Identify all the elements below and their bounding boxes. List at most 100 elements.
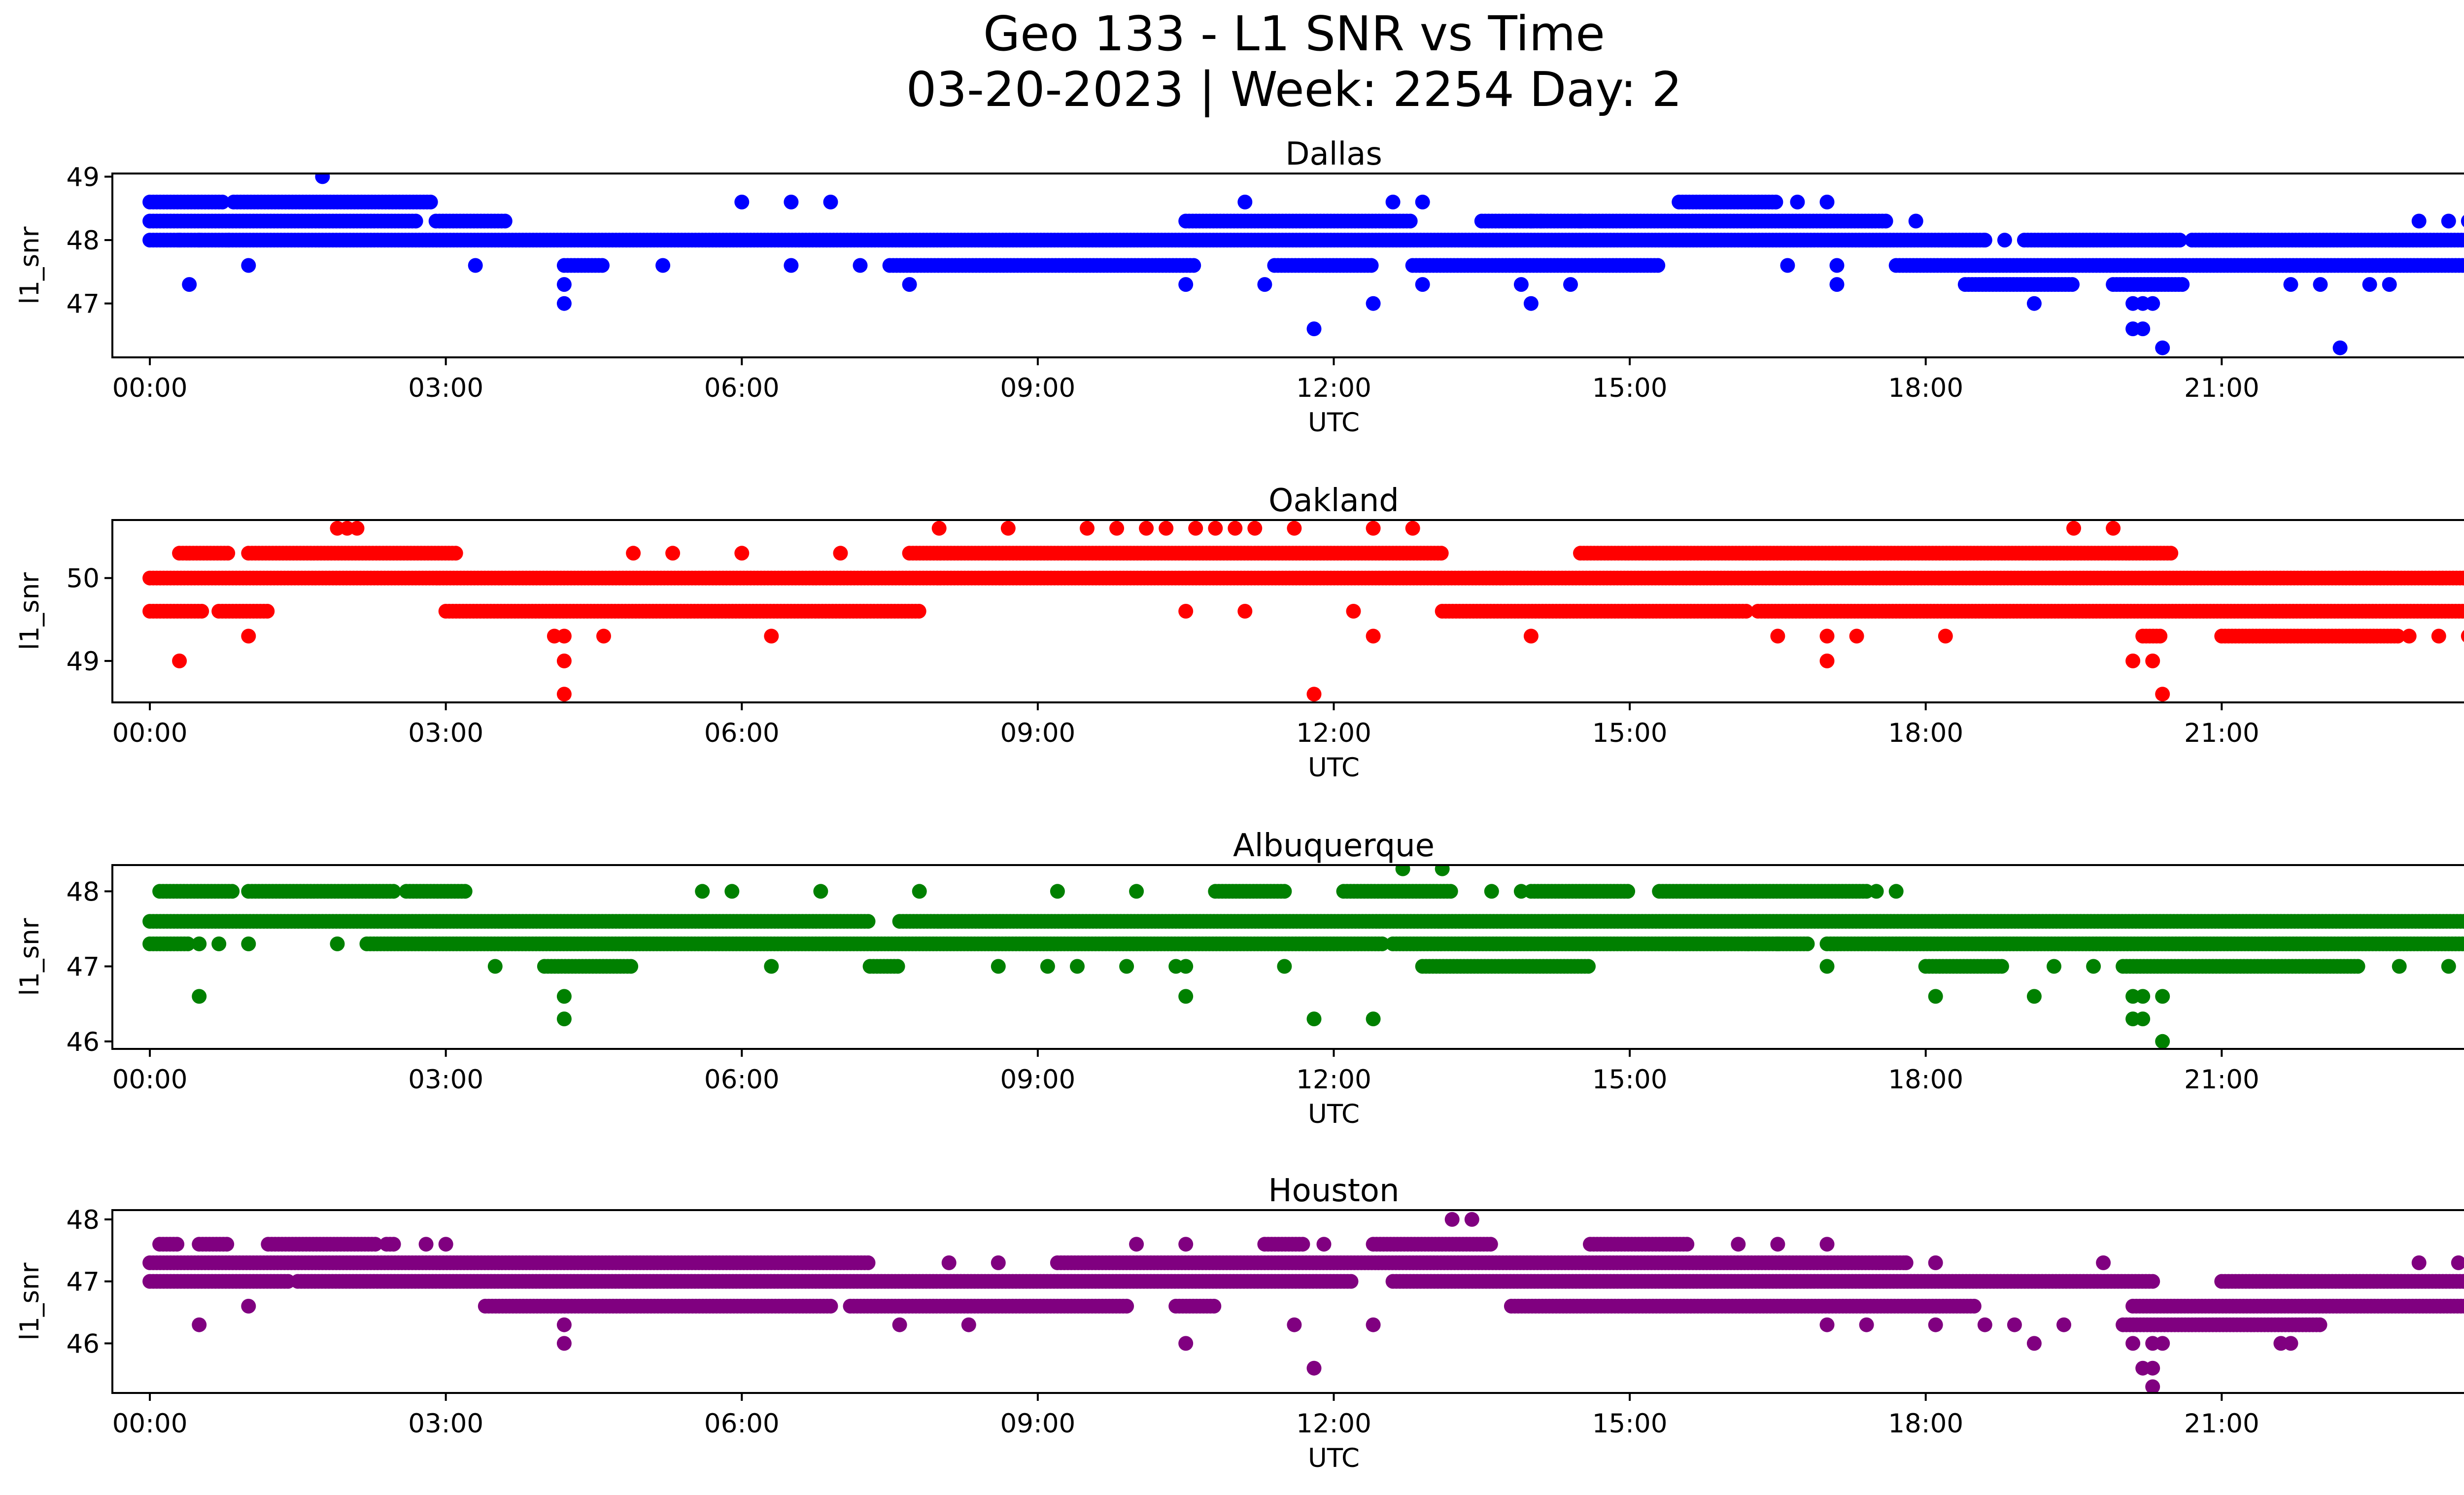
data-point xyxy=(2163,546,2179,561)
data-point xyxy=(1994,959,2009,974)
data-point xyxy=(1366,628,1381,644)
data-point xyxy=(2172,233,2188,248)
data-point xyxy=(2155,340,2170,355)
x-tick-label: 12:00 xyxy=(1296,373,1371,403)
data-point xyxy=(1768,194,1783,209)
data-point xyxy=(1385,194,1401,209)
data-point xyxy=(2411,213,2427,229)
dallas-points xyxy=(142,174,2464,355)
data-point xyxy=(556,277,572,292)
data-point xyxy=(2135,321,2151,337)
data-point xyxy=(497,213,513,229)
data-point xyxy=(1366,296,1381,311)
data-point xyxy=(1819,653,1835,668)
data-point xyxy=(1829,258,1845,273)
data-point xyxy=(556,653,572,668)
data-point xyxy=(1080,521,1095,536)
oakland-y-axis-label: l1_snr xyxy=(15,572,45,650)
data-point xyxy=(1374,936,1390,951)
data-point xyxy=(2461,630,2464,642)
data-point xyxy=(241,258,256,273)
data-point xyxy=(556,687,572,702)
data-point xyxy=(315,174,330,184)
data-point xyxy=(2441,213,2456,229)
data-point xyxy=(626,546,641,561)
data-point xyxy=(931,521,947,536)
figure-title-line2: 03-20-2023 | Week: 2254 Day: 2 xyxy=(906,62,1682,118)
data-point xyxy=(1159,521,1174,536)
data-point xyxy=(2026,296,2042,311)
data-point xyxy=(194,604,209,619)
data-point xyxy=(655,258,671,273)
data-point xyxy=(2390,628,2405,644)
dallas-x-axis-label: UTC xyxy=(1308,408,1360,438)
data-point xyxy=(595,258,610,273)
data-point xyxy=(1237,604,1253,619)
data-point xyxy=(1208,521,1223,536)
x-tick-label: 03:00 xyxy=(408,373,483,403)
data-point xyxy=(860,914,876,929)
x-tick-label: 18:00 xyxy=(1888,718,1963,748)
data-point xyxy=(911,604,926,619)
data-point xyxy=(1434,546,1449,561)
data-point xyxy=(1364,258,1379,273)
x-tick-label: 00:00 xyxy=(112,373,188,403)
figure-title-line1: Geo 133 - L1 SNR vs Time xyxy=(983,6,1605,62)
albuquerque-points xyxy=(142,865,2464,1049)
data-point xyxy=(260,604,275,619)
data-point xyxy=(1819,628,1835,644)
data-point xyxy=(172,233,187,248)
data-point xyxy=(2401,628,2417,644)
data-point xyxy=(1563,277,1578,292)
data-point xyxy=(182,277,197,292)
data-point xyxy=(1139,521,1154,536)
oakland-x-axis-label: UTC xyxy=(1308,753,1360,783)
y-tick-label: 49 xyxy=(67,647,100,677)
data-point xyxy=(221,233,237,248)
data-point xyxy=(1237,194,1253,209)
data-point xyxy=(784,194,799,209)
data-point xyxy=(764,628,779,644)
x-tick-label: 12:00 xyxy=(1296,718,1371,748)
dallas-subplot-title: Dallas xyxy=(1285,136,1382,173)
y-tick-label: 48 xyxy=(67,226,100,256)
data-point xyxy=(1257,277,1272,292)
data-point xyxy=(1443,884,1458,899)
data-point xyxy=(1188,521,1203,536)
data-point xyxy=(2153,628,2168,644)
x-tick-label: 06:00 xyxy=(704,718,780,748)
data-point xyxy=(623,959,639,974)
x-tick-label: 21:00 xyxy=(2184,718,2259,748)
data-point xyxy=(853,258,868,273)
data-point xyxy=(2283,277,2298,292)
data-point xyxy=(1247,521,1263,536)
data-point xyxy=(225,884,240,899)
data-point xyxy=(2462,260,2464,271)
data-point xyxy=(1780,258,1795,273)
data-point xyxy=(2066,521,2081,536)
data-point xyxy=(1109,521,1125,536)
data-point xyxy=(2459,571,2464,585)
data-point xyxy=(2458,604,2464,619)
data-point xyxy=(1878,213,1893,229)
data-point xyxy=(423,194,438,209)
data-point xyxy=(1908,213,1923,229)
data-point xyxy=(1366,521,1381,536)
data-point xyxy=(2313,277,2328,292)
y-tick-label: 49 xyxy=(67,162,100,192)
data-point xyxy=(1346,604,1361,619)
data-point xyxy=(2458,937,2464,951)
data-point xyxy=(349,521,365,536)
data-point xyxy=(1523,296,1539,311)
data-point xyxy=(1513,277,1529,292)
data-point xyxy=(1620,884,1636,899)
data-point xyxy=(1287,521,1302,536)
data-point xyxy=(1800,936,1815,951)
data-point xyxy=(2461,215,2464,227)
data-point xyxy=(1790,194,1805,209)
data-point xyxy=(1523,628,1539,644)
